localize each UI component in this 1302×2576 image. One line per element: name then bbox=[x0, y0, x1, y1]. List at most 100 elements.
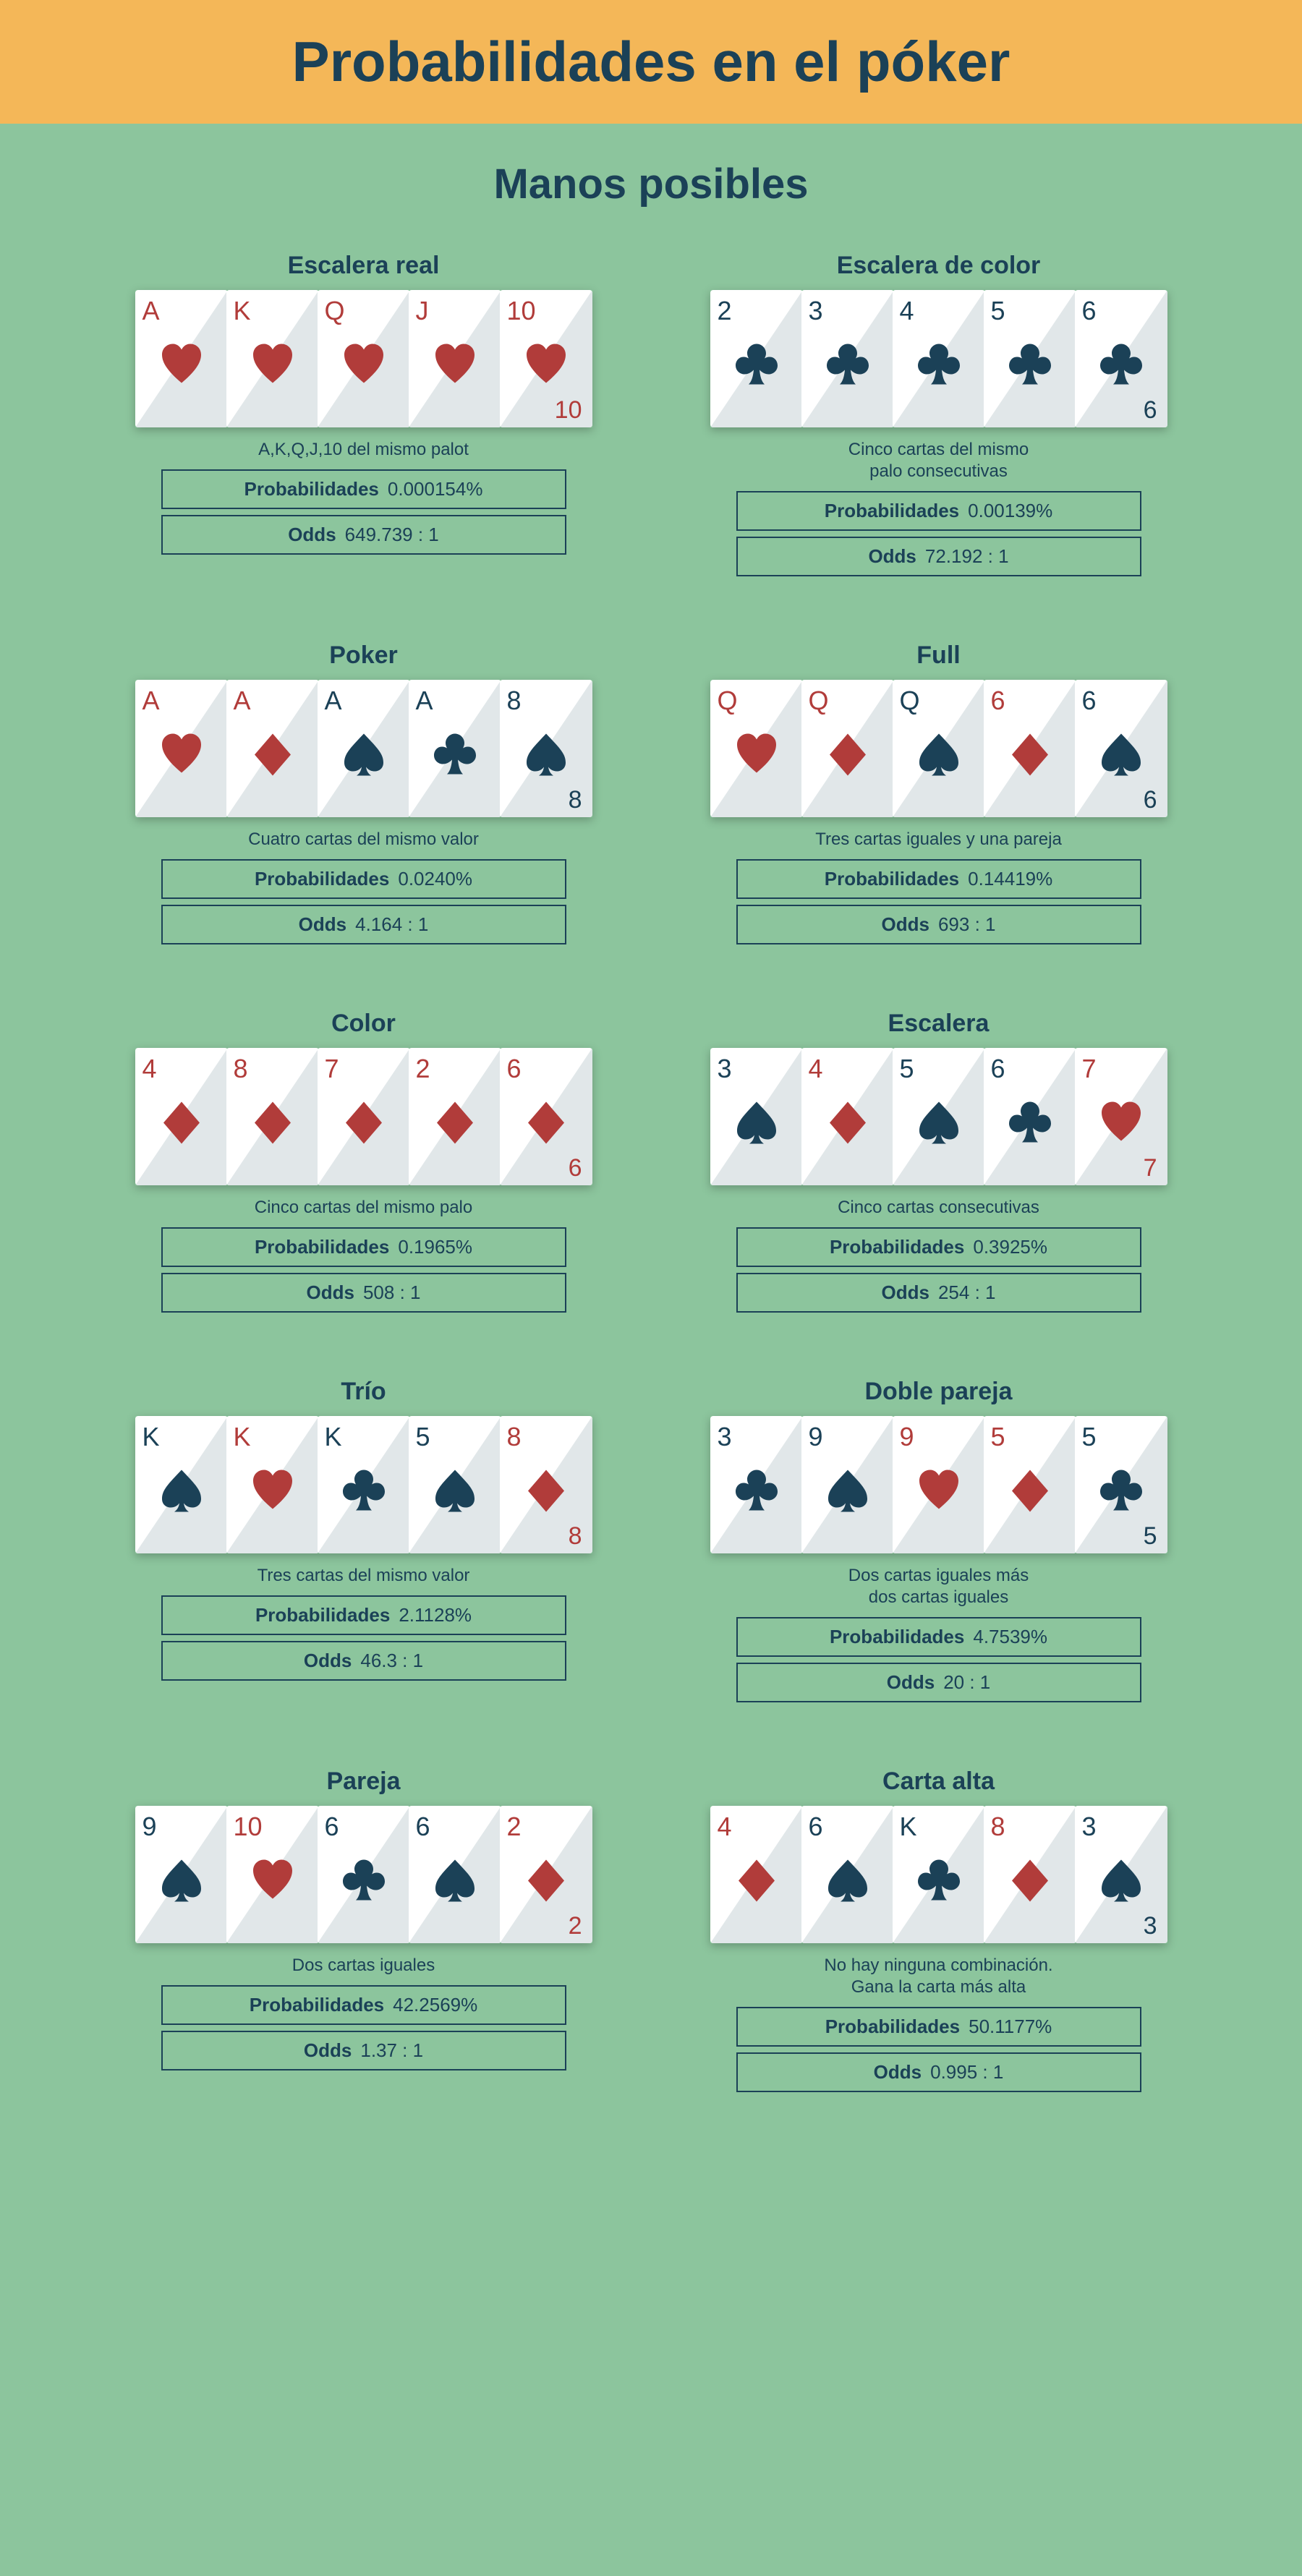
card-rank: 4 bbox=[718, 1812, 732, 1842]
playing-card: K bbox=[318, 1416, 410, 1553]
probability-label: Probabilidades bbox=[244, 478, 379, 500]
playing-card: 6 bbox=[801, 1806, 894, 1943]
heart-icon bbox=[434, 344, 476, 390]
playing-card: 4 bbox=[801, 1048, 894, 1185]
card-row: K K K 5 8 8 bbox=[135, 1416, 592, 1553]
page-title: Probabilidades en el póker bbox=[14, 29, 1288, 95]
diamond-icon bbox=[252, 734, 294, 780]
card-rank: 2 bbox=[507, 1812, 522, 1842]
card-rank: 5 bbox=[900, 1054, 914, 1084]
diamond-icon bbox=[161, 1102, 203, 1148]
diamond-icon bbox=[827, 1102, 869, 1148]
playing-card: 9 bbox=[135, 1806, 228, 1943]
hand-description: No hay ninguna combinación.Gana la carta… bbox=[684, 1955, 1194, 1998]
playing-card: 10 bbox=[226, 1806, 319, 1943]
probability-box: Probabilidades 0.14419% bbox=[736, 859, 1141, 899]
odds-value: 649.739 : 1 bbox=[345, 524, 439, 546]
odds-box: Odds 4.164 : 1 bbox=[161, 905, 566, 944]
card-rank: K bbox=[234, 1422, 251, 1452]
playing-card: Q bbox=[801, 680, 894, 817]
probability-box: Probabilidades 2.1128% bbox=[161, 1595, 566, 1635]
probability-label: Probabilidades bbox=[825, 2016, 960, 2038]
spade-icon bbox=[736, 1102, 778, 1148]
spade-icon bbox=[1100, 1860, 1142, 1906]
diamond-icon bbox=[434, 1102, 476, 1148]
corner-value: 2 bbox=[569, 1912, 582, 1940]
card-row: Q Q Q 6 6 6 bbox=[710, 680, 1167, 817]
spade-icon bbox=[434, 1860, 476, 1906]
heart-icon bbox=[525, 344, 567, 390]
odds-value: 254 : 1 bbox=[938, 1281, 996, 1304]
hand-name: Carta alta bbox=[684, 1767, 1194, 1796]
club-icon bbox=[343, 1860, 385, 1906]
card-rank: Q bbox=[809, 686, 829, 716]
card-rank: A bbox=[142, 686, 160, 716]
playing-card: 5 bbox=[409, 1416, 501, 1553]
club-icon bbox=[827, 344, 869, 390]
page-subtitle: Manos posibles bbox=[0, 124, 1302, 252]
odds-label: Odds bbox=[288, 524, 336, 546]
probability-box: Probabilidades 4.7539% bbox=[736, 1617, 1141, 1657]
club-icon bbox=[918, 344, 960, 390]
card-rank: 7 bbox=[1082, 1054, 1097, 1084]
probability-box: Probabilidades 0.000154% bbox=[161, 469, 566, 509]
card-rank: A bbox=[234, 686, 251, 716]
diamond-icon bbox=[343, 1102, 385, 1148]
hand-block: Poker A A A A 8 8 Cuatro cartas del mism… bbox=[109, 641, 618, 944]
hand-name: Escalera real bbox=[109, 252, 618, 280]
playing-card: 10 10 bbox=[500, 290, 592, 427]
odds-value: 20 : 1 bbox=[943, 1671, 990, 1694]
card-rank: 10 bbox=[507, 296, 536, 326]
probability-box: Probabilidades 0.1965% bbox=[161, 1227, 566, 1267]
playing-card: 4 bbox=[893, 290, 985, 427]
odds-box: Odds 508 : 1 bbox=[161, 1273, 566, 1313]
card-rank: 8 bbox=[507, 686, 522, 716]
card-row: 9 10 6 6 2 2 bbox=[135, 1806, 592, 1943]
probability-label: Probabilidades bbox=[250, 1994, 384, 2016]
probability-label: Probabilidades bbox=[255, 1236, 389, 1258]
hand-block: Trío K K K 5 8 8 Tres cartas del mismo v… bbox=[109, 1378, 618, 1702]
odds-value: 693 : 1 bbox=[938, 913, 996, 936]
hand-name: Escalera bbox=[684, 1010, 1194, 1038]
odds-box: Odds 20 : 1 bbox=[736, 1663, 1141, 1702]
playing-card: Q bbox=[318, 290, 410, 427]
probability-value: 0.3925% bbox=[973, 1236, 1047, 1258]
hand-name: Poker bbox=[109, 641, 618, 670]
club-icon bbox=[434, 734, 476, 780]
card-rank: 6 bbox=[416, 1812, 430, 1842]
hand-name: Trío bbox=[109, 1378, 618, 1406]
playing-card: 8 bbox=[984, 1806, 1076, 1943]
probability-value: 50.1177% bbox=[969, 2016, 1052, 2038]
playing-card: 3 bbox=[710, 1048, 803, 1185]
probability-label: Probabilidades bbox=[255, 1604, 390, 1626]
card-rank: 3 bbox=[718, 1054, 732, 1084]
playing-card: 6 bbox=[984, 680, 1076, 817]
diamond-icon bbox=[525, 1860, 567, 1906]
corner-value: 5 bbox=[1144, 1522, 1157, 1551]
corner-value: 6 bbox=[1144, 396, 1157, 425]
playing-card: 3 3 bbox=[1075, 1806, 1167, 1943]
club-icon bbox=[1100, 1470, 1142, 1516]
card-rank: Q bbox=[325, 296, 345, 326]
playing-card: 5 bbox=[984, 1416, 1076, 1553]
playing-card: 4 bbox=[135, 1048, 228, 1185]
corner-value: 8 bbox=[569, 786, 582, 814]
card-rank: 3 bbox=[718, 1422, 732, 1452]
card-rank: 4 bbox=[900, 296, 914, 326]
playing-card: 9 bbox=[801, 1416, 894, 1553]
odds-value: 4.164 : 1 bbox=[355, 913, 428, 936]
club-icon bbox=[1009, 344, 1051, 390]
probability-value: 42.2569% bbox=[393, 1994, 477, 2016]
hand-name: Doble pareja bbox=[684, 1378, 1194, 1406]
card-rank: A bbox=[325, 686, 342, 716]
spade-icon bbox=[434, 1470, 476, 1516]
playing-card: 5 bbox=[984, 290, 1076, 427]
playing-card: 9 bbox=[893, 1416, 985, 1553]
heart-icon bbox=[1100, 1102, 1142, 1148]
probability-label: Probabilidades bbox=[830, 1236, 964, 1258]
card-rank: 5 bbox=[991, 1422, 1005, 1452]
hand-description: Dos cartas iguales bbox=[109, 1955, 618, 1976]
heart-icon bbox=[161, 734, 203, 780]
header-banner: Probabilidades en el póker bbox=[0, 0, 1302, 124]
odds-label: Odds bbox=[887, 1671, 935, 1694]
